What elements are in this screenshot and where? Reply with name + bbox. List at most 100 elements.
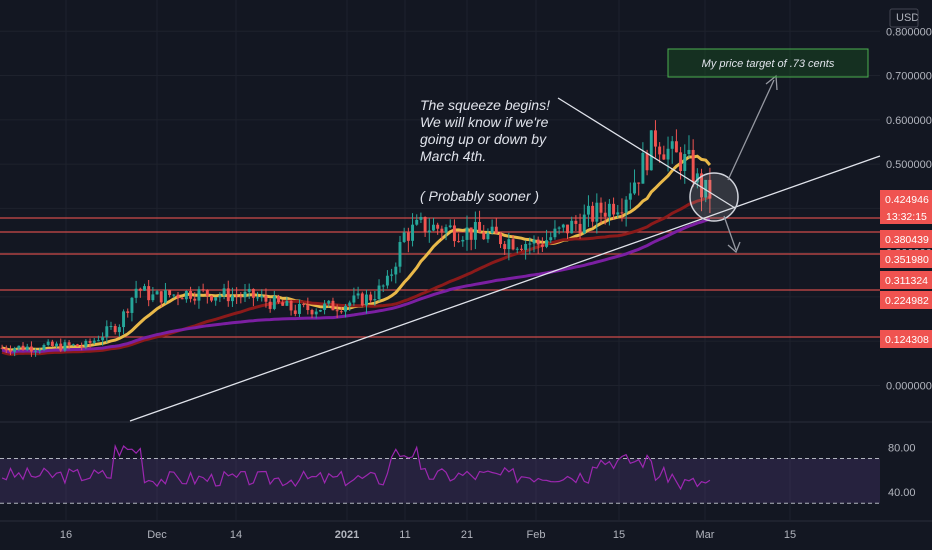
candle-body bbox=[649, 130, 653, 171]
candle-body bbox=[289, 300, 293, 311]
candle-body bbox=[473, 221, 477, 240]
candle-body bbox=[519, 248, 523, 250]
time-axis[interactable]: 16 Dec 14 2021 11 21 Feb 15 Mar 15 bbox=[0, 520, 932, 541]
candle-body bbox=[670, 141, 674, 149]
candle-body bbox=[620, 212, 624, 214]
annotations: The squeeze begins!We will know if we're… bbox=[420, 48, 869, 204]
candle-body bbox=[138, 288, 142, 291]
annotation-line: We will know if we're bbox=[420, 114, 549, 130]
candle-body bbox=[80, 346, 84, 348]
candle-body bbox=[411, 224, 415, 241]
candle-body bbox=[226, 288, 230, 302]
candle-body bbox=[704, 179, 708, 198]
candle-body bbox=[113, 326, 117, 333]
candle-body bbox=[71, 344, 75, 346]
candle-body bbox=[603, 212, 607, 217]
candle-body bbox=[117, 327, 121, 333]
candle-body bbox=[540, 244, 544, 247]
candle-body bbox=[683, 154, 687, 172]
candle-body bbox=[42, 344, 46, 350]
candle-body bbox=[230, 295, 234, 302]
candle-body bbox=[695, 173, 699, 183]
candle-body bbox=[616, 212, 620, 215]
candle-body bbox=[440, 228, 444, 233]
candle-body bbox=[184, 290, 188, 300]
candle-body bbox=[369, 294, 373, 301]
candle-body bbox=[134, 288, 138, 298]
candle-body bbox=[365, 294, 368, 306]
price-tick-label: 0.000000 bbox=[886, 380, 932, 392]
level-label: 0.224982 bbox=[885, 295, 929, 307]
candle-body bbox=[461, 239, 465, 242]
candle-body bbox=[674, 141, 678, 153]
moving-averages bbox=[1, 154, 712, 356]
candle-body bbox=[9, 350, 12, 352]
candle-body bbox=[394, 266, 398, 275]
candle-body bbox=[193, 298, 197, 301]
candle-body bbox=[159, 291, 163, 303]
candle-body bbox=[553, 228, 557, 238]
countdown-label: 13:32:15 bbox=[886, 211, 927, 223]
candle-body bbox=[641, 152, 645, 184]
candle-body bbox=[352, 295, 356, 303]
candle-body bbox=[503, 244, 507, 250]
candle-body bbox=[247, 288, 251, 292]
candle-body bbox=[55, 343, 59, 347]
time-tick-label: 15 bbox=[613, 529, 625, 541]
candle-body bbox=[452, 225, 456, 242]
candle-body bbox=[432, 224, 435, 231]
candle-body bbox=[155, 291, 159, 295]
level-badge bbox=[880, 271, 932, 289]
candle-body bbox=[507, 239, 511, 250]
time-tick-label: 15 bbox=[784, 529, 796, 541]
candle-body bbox=[478, 221, 482, 233]
candle-body bbox=[260, 295, 264, 298]
candle-body bbox=[356, 293, 360, 296]
candle-body bbox=[524, 244, 528, 250]
candle-body bbox=[570, 220, 574, 234]
up-arrow-line bbox=[727, 79, 775, 181]
annotation-line: The squeeze begins! bbox=[420, 97, 550, 113]
candle-body bbox=[34, 350, 38, 352]
trend-drawings bbox=[129, 74, 881, 422]
countdown-badge bbox=[880, 208, 932, 224]
price-axis[interactable]: USD0.0000000.1000000.2000000.3000000.400… bbox=[880, 8, 932, 499]
candle-body bbox=[708, 179, 712, 199]
candle-body bbox=[465, 227, 469, 240]
candle-body bbox=[197, 289, 201, 301]
candle-body bbox=[566, 224, 569, 234]
candle-body bbox=[243, 291, 247, 298]
candle-body bbox=[59, 343, 63, 351]
candle-body bbox=[331, 300, 335, 311]
candle-body bbox=[515, 248, 519, 250]
candle-body bbox=[92, 340, 96, 343]
currency-box[interactable] bbox=[889, 8, 919, 28]
candle-body bbox=[25, 346, 29, 350]
candle-body bbox=[381, 285, 385, 287]
candle-body bbox=[109, 326, 113, 328]
candle-body bbox=[21, 345, 25, 350]
candle-body bbox=[172, 294, 176, 296]
up-arrow-head bbox=[765, 74, 778, 91]
candle-body bbox=[385, 275, 389, 286]
candle-body bbox=[402, 232, 406, 242]
current-price-badge bbox=[880, 190, 932, 208]
candle-body bbox=[532, 239, 536, 244]
candle-body bbox=[67, 342, 71, 345]
candle-body bbox=[63, 342, 67, 351]
candle-body bbox=[339, 311, 343, 313]
candle-body bbox=[281, 302, 285, 306]
candle-body bbox=[637, 182, 641, 184]
annotation-line: going up or down by bbox=[420, 131, 547, 147]
level-label: 0.311324 bbox=[885, 275, 928, 287]
candle-body bbox=[143, 286, 146, 291]
candle-body bbox=[427, 230, 431, 233]
rsi-tick-label: 40.00 bbox=[888, 487, 916, 499]
candle-body bbox=[691, 149, 695, 183]
ma-mid-line bbox=[1, 195, 711, 356]
candle-body bbox=[210, 295, 213, 301]
candle-body bbox=[633, 182, 636, 194]
candle-body bbox=[272, 296, 276, 309]
candle-body bbox=[293, 310, 297, 314]
